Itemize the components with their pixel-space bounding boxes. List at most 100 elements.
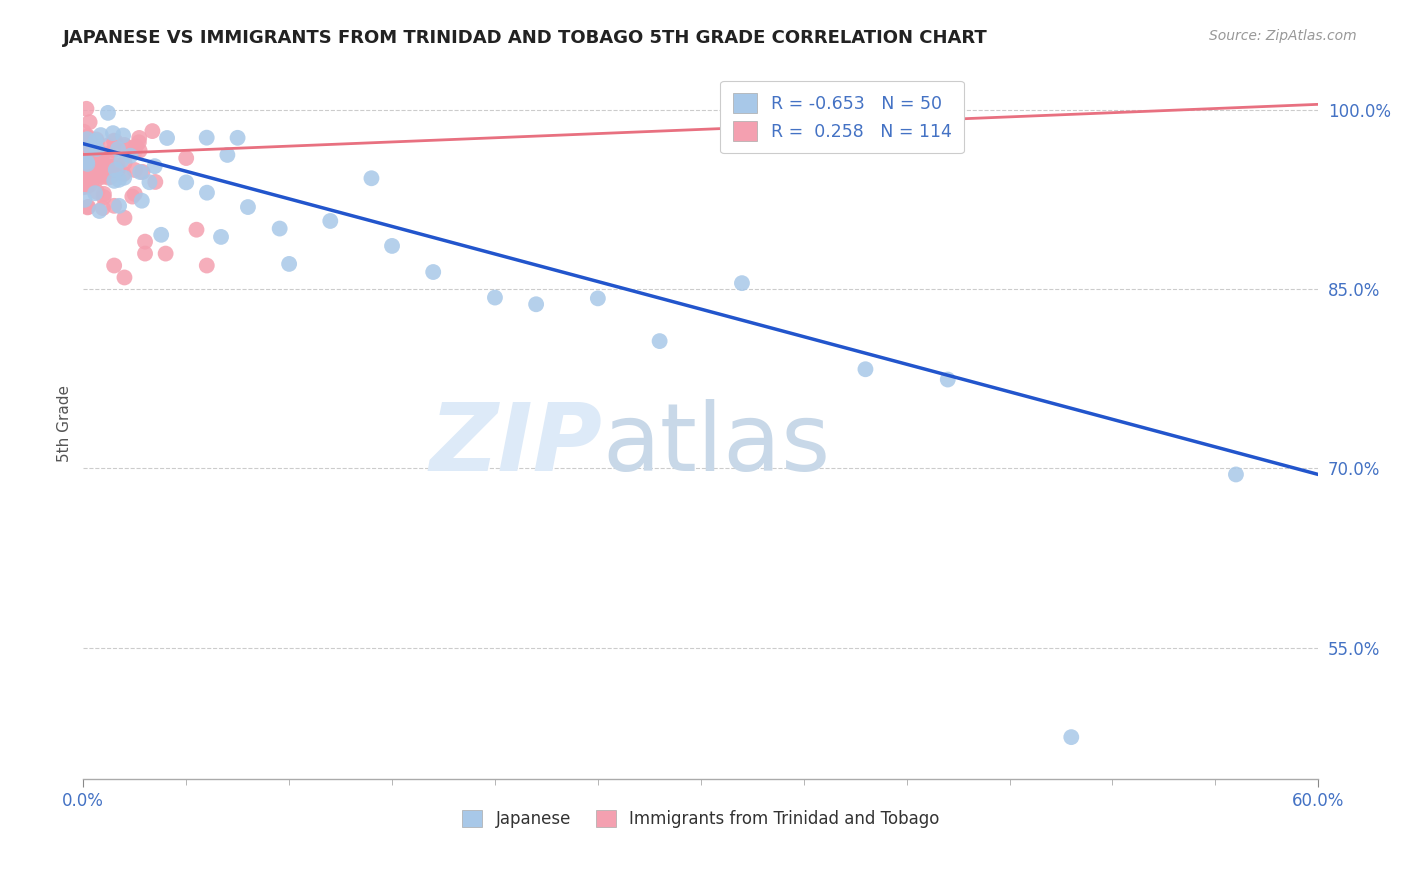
Point [150, 227, 173, 242]
Point [87, 144, 110, 158]
Point [91, 146, 114, 161]
Point [103, 259, 125, 273]
Point [77, 151, 100, 165]
Point [80, 163, 103, 178]
Point [75, 176, 97, 190]
Point [174, 175, 197, 189]
Point [107, 142, 129, 156]
Point [75, 145, 97, 159]
Point [226, 130, 249, 145]
Point [75, 148, 97, 162]
Point [89, 147, 111, 161]
Point [80, 136, 103, 150]
Point [96, 165, 118, 179]
Point [648, 334, 671, 348]
Point [1225, 467, 1247, 482]
Text: atlas: atlas [602, 399, 830, 491]
Point [90, 168, 112, 182]
Y-axis label: 5th Grade: 5th Grade [58, 385, 72, 462]
Point [131, 194, 153, 208]
Point [141, 124, 163, 138]
Point [73, 169, 96, 184]
Point [73, 136, 96, 150]
Point [89, 204, 111, 219]
Point [114, 211, 136, 225]
Point [93, 186, 115, 201]
Point [174, 151, 197, 165]
Point [107, 163, 129, 178]
Point [105, 158, 128, 172]
Point [128, 135, 150, 149]
Point [84, 161, 107, 175]
Point [76, 169, 98, 184]
Point [90, 168, 112, 182]
Point [114, 156, 136, 170]
Point [80, 164, 103, 178]
Point [82, 161, 104, 176]
Point [82, 163, 104, 178]
Point [124, 163, 146, 178]
Point [73, 193, 96, 207]
Point [82, 142, 104, 156]
Point [121, 189, 143, 203]
Point [97, 138, 120, 153]
Point [105, 163, 128, 178]
Point [195, 259, 218, 273]
Point [112, 167, 135, 181]
Point [80, 149, 103, 163]
Point [422, 265, 444, 279]
Text: Source: ZipAtlas.com: Source: ZipAtlas.com [1209, 29, 1357, 43]
Point [77, 129, 100, 144]
Point [75, 147, 97, 161]
Point [76, 134, 98, 148]
Point [120, 149, 142, 163]
Point [278, 257, 301, 271]
Point [155, 246, 177, 260]
Point [83, 141, 105, 155]
Point [134, 235, 156, 249]
Point [108, 199, 131, 213]
Point [84, 134, 107, 148]
Point [77, 163, 100, 178]
Text: ZIP: ZIP [429, 399, 602, 491]
Point [76, 157, 98, 171]
Point [90, 152, 112, 166]
Point [143, 175, 166, 189]
Point [87, 167, 110, 181]
Point [73, 173, 96, 187]
Point [76, 135, 98, 149]
Point [319, 214, 342, 228]
Point [129, 165, 152, 179]
Point [76, 132, 98, 146]
Point [131, 165, 153, 179]
Point [79, 115, 101, 129]
Point [82, 143, 104, 157]
Point [86, 172, 108, 186]
Point [104, 134, 127, 148]
Point [1060, 730, 1083, 744]
Point [236, 200, 259, 214]
Point [76, 173, 98, 187]
Point [91, 148, 114, 162]
Point [73, 125, 96, 139]
Point [94, 158, 117, 172]
Point [73, 168, 96, 182]
Point [195, 130, 218, 145]
Point [360, 171, 382, 186]
Point [115, 139, 138, 153]
Point [100, 169, 122, 184]
Point [186, 223, 208, 237]
Point [73, 169, 96, 184]
Point [195, 186, 218, 200]
Point [125, 139, 148, 153]
Point [91, 169, 114, 184]
Point [217, 148, 239, 162]
Point [124, 186, 146, 201]
Legend: Japanese, Immigrants from Trinidad and Tobago: Japanese, Immigrants from Trinidad and T… [456, 803, 946, 835]
Point [93, 190, 115, 204]
Point [86, 185, 108, 199]
Point [72, 178, 94, 192]
Point [77, 175, 100, 189]
Point [103, 134, 125, 148]
Point [76, 179, 98, 194]
